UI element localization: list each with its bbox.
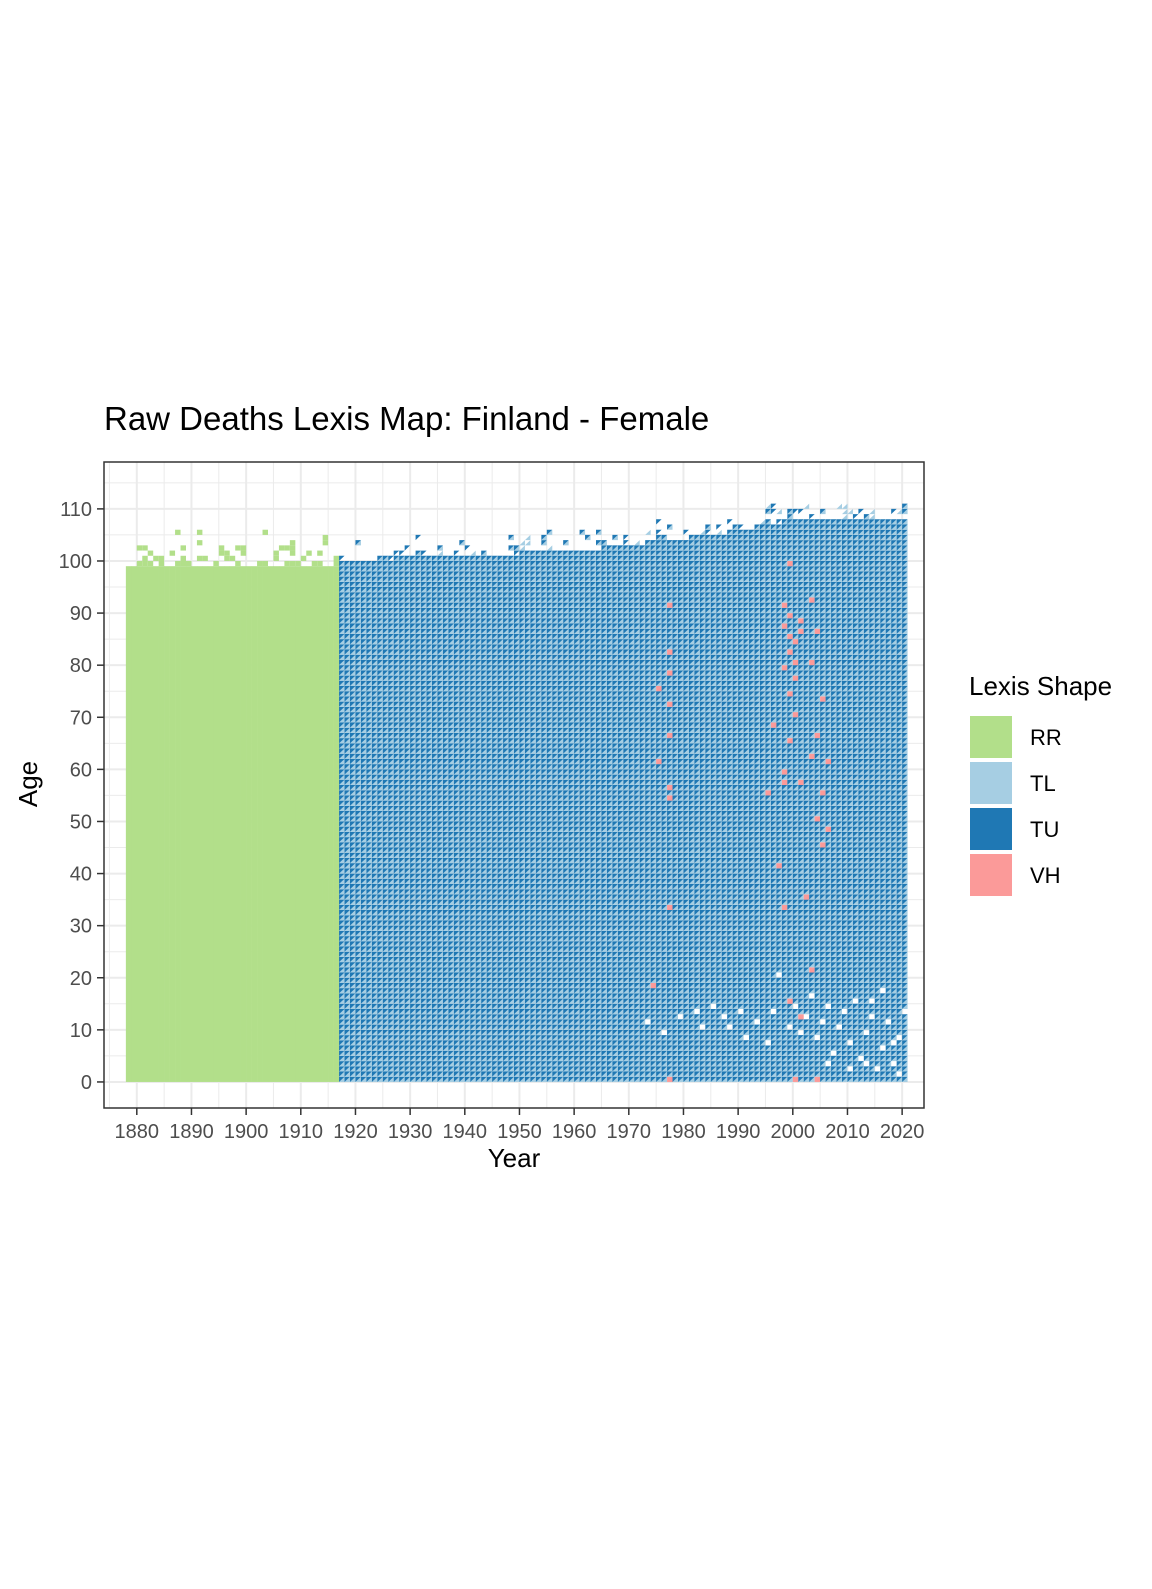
- rr-cell: [181, 566, 187, 1082]
- rr-cell: [284, 545, 289, 550]
- rr-cell: [126, 566, 132, 1082]
- rr-cell: [241, 551, 246, 556]
- rr-cell: [263, 530, 268, 535]
- rr-cell: [164, 566, 170, 1082]
- rr-cell: [312, 566, 318, 1082]
- rr-cell: [170, 566, 176, 1082]
- rr-cell: [263, 561, 268, 566]
- rr-cell: [219, 545, 224, 550]
- rr-cell: [208, 566, 214, 1082]
- rr-cell: [290, 566, 296, 1082]
- rr-cell: [202, 556, 207, 561]
- rr-cell: [148, 561, 153, 566]
- rr-cell: [290, 545, 295, 550]
- rr-cell: [153, 566, 159, 1082]
- rr-cell: [290, 561, 295, 566]
- rr-cell: [317, 566, 323, 1082]
- rr-cell: [246, 566, 252, 1082]
- rr-cell: [301, 556, 306, 561]
- rr-cell: [213, 566, 219, 1082]
- rr-cell: [137, 561, 142, 566]
- rr-cell: [219, 551, 224, 556]
- rr-cell: [202, 566, 208, 1082]
- rr-cell: [148, 551, 153, 556]
- rr-cell: [235, 545, 240, 550]
- rr-cell: [197, 566, 203, 1082]
- rr-cell: [306, 551, 311, 556]
- rr-cell: [142, 545, 147, 550]
- rr-cell: [317, 561, 322, 566]
- rr-cell: [219, 566, 225, 1082]
- rr-cell: [137, 545, 142, 550]
- rr-cell: [197, 556, 202, 561]
- rr-cell: [230, 566, 236, 1082]
- rr-cell: [323, 540, 328, 545]
- rr-cell: [175, 561, 180, 566]
- rr-cell: [197, 540, 202, 545]
- rr-cell: [323, 566, 329, 1082]
- rr-cell: [159, 556, 164, 561]
- rr-cell: [186, 566, 192, 1082]
- rr-cell: [181, 545, 186, 550]
- lexis-cells: [126, 504, 908, 1082]
- rr-cell: [197, 530, 202, 535]
- rr-cell: [284, 561, 289, 566]
- rr-cell: [273, 551, 278, 556]
- rr-cell: [279, 545, 284, 550]
- rr-cell: [295, 566, 301, 1082]
- rr-cell: [230, 556, 235, 561]
- rr-cell: [334, 561, 339, 566]
- rr-cell: [268, 566, 274, 1082]
- rr-cell: [181, 556, 186, 561]
- rr-cell: [224, 556, 229, 561]
- triangle-region: [339, 504, 908, 1082]
- rr-cell: [317, 551, 322, 556]
- rr-cell: [148, 566, 154, 1082]
- rr-cell: [175, 566, 181, 1082]
- rr-cell: [142, 556, 147, 561]
- rr-cell: [175, 530, 180, 535]
- rr-cell: [235, 561, 240, 566]
- rr-cell: [241, 566, 247, 1082]
- rr-cell: [263, 566, 269, 1082]
- rr-cell: [224, 566, 230, 1082]
- rr-cell: [257, 561, 262, 566]
- rr-cell: [137, 566, 143, 1082]
- rr-cell: [273, 566, 279, 1082]
- rr-cell: [252, 566, 258, 1082]
- rr-cell: [312, 561, 317, 566]
- rr-cell: [323, 535, 328, 540]
- rr-cell: [142, 561, 147, 566]
- rr-cell: [328, 566, 334, 1082]
- rr-cell: [284, 566, 290, 1082]
- rr-cell: [186, 561, 191, 566]
- rr-cell: [301, 566, 307, 1082]
- rr-cell: [306, 566, 312, 1082]
- rr-region: [126, 530, 340, 1082]
- rr-cell: [159, 561, 164, 566]
- rr-cell: [290, 551, 295, 556]
- rr-cell: [142, 566, 148, 1082]
- rr-cell: [224, 551, 229, 556]
- rr-cell: [295, 561, 300, 566]
- rr-cell: [153, 556, 158, 561]
- rr-cell: [257, 566, 263, 1082]
- rr-cell: [191, 566, 197, 1082]
- rr-cell: [273, 556, 278, 561]
- rr-cell: [241, 545, 246, 550]
- rr-cell: [131, 566, 137, 1082]
- rr-cell: [170, 551, 175, 556]
- rr-cell: [334, 566, 340, 1082]
- rr-cell: [279, 566, 285, 1082]
- rr-cell: [159, 566, 165, 1082]
- rr-cell: [290, 540, 295, 545]
- rr-cell: [235, 566, 241, 1082]
- rr-cell: [213, 561, 218, 566]
- rr-cell: [181, 561, 186, 566]
- rr-cell: [334, 556, 339, 561]
